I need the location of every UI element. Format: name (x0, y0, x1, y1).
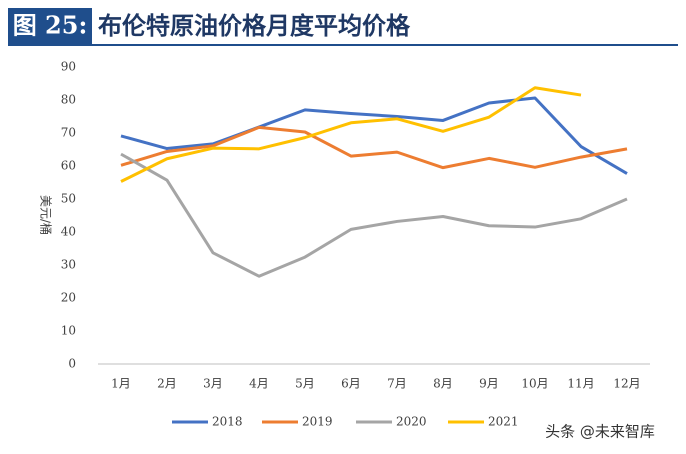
legend-label: 2019 (302, 415, 333, 429)
x-tick-label: 5月 (295, 377, 315, 391)
chart-title: 布伦特原油价格月度平均价格 (98, 12, 411, 40)
legend-label: 2021 (488, 415, 519, 429)
x-tick-label: 10月 (521, 377, 548, 391)
series-line (120, 125, 628, 170)
y-tick-label: 90 (61, 60, 76, 74)
series-line (120, 152, 628, 278)
y-tick-label: 0 (68, 357, 76, 371)
y-tick-label: 70 (61, 126, 76, 140)
x-tick-label: 12月 (613, 377, 640, 391)
x-tick-label: 9月 (479, 377, 499, 391)
y-tick-label: 60 (61, 159, 76, 173)
y-tick-label: 10 (61, 324, 76, 338)
series-line (120, 96, 628, 175)
x-tick-label: 2月 (157, 377, 177, 391)
watermark: 头条 @未来智库 (545, 423, 655, 441)
legend-label: 2020 (396, 415, 427, 429)
x-tick-label: 1月 (111, 377, 131, 391)
y-tick-label: 20 (61, 291, 76, 305)
series-line (120, 86, 582, 183)
legend-label: 2018 (212, 415, 243, 429)
x-tick-label: 4月 (249, 377, 269, 391)
y-tick-label: 80 (61, 93, 76, 107)
title-badge (8, 8, 92, 44)
x-tick-label: 3月 (203, 377, 223, 391)
y-axis-label: 美元/桶 (39, 195, 54, 235)
y-tick-label: 40 (61, 225, 76, 239)
x-tick-label: 6月 (341, 377, 361, 391)
x-tick-label: 11月 (567, 377, 594, 391)
y-tick-label: 50 (61, 192, 76, 206)
figure-label: 图 25: (13, 11, 88, 40)
y-tick-label: 30 (61, 258, 76, 272)
x-tick-label: 7月 (387, 377, 407, 391)
x-tick-label: 8月 (433, 377, 453, 391)
